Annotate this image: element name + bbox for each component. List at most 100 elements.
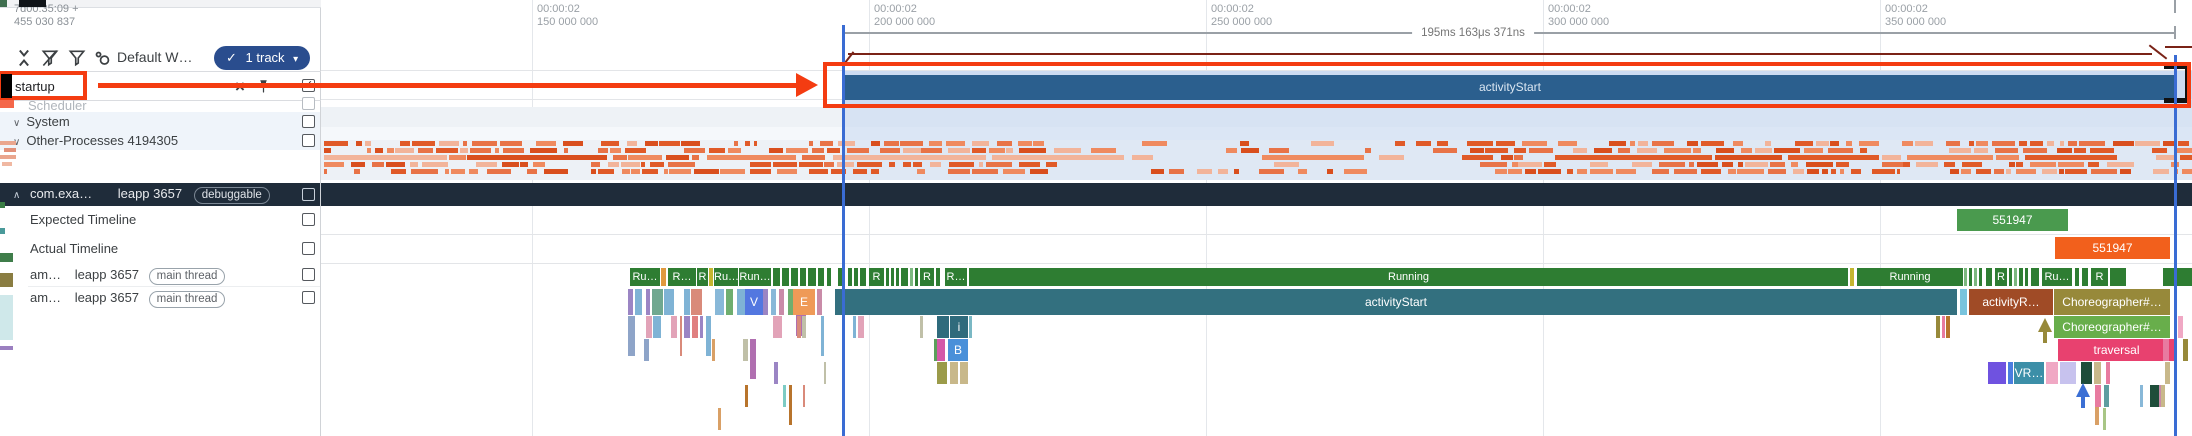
system-checkbox[interactable]	[302, 115, 315, 128]
workspace-label[interactable]: Default W…	[117, 49, 193, 65]
thread-state-slice[interactable]	[2075, 268, 2079, 286]
track-count-pill[interactable]: ✓ 1 track ▾	[214, 46, 311, 70]
trace-slice[interactable]	[960, 362, 968, 384]
slice-v[interactable]: V	[745, 289, 763, 315]
trace-slice[interactable]	[652, 289, 663, 315]
thread-state-slice[interactable]	[709, 268, 713, 286]
thread-state-slice[interactable]	[848, 268, 852, 286]
sidebar-item-scheduler[interactable]: Scheduler	[28, 98, 87, 113]
trace-slice[interactable]	[2103, 408, 2106, 430]
trace-slice[interactable]	[706, 316, 711, 356]
slice-choreographer-[interactable]: Choreographer#…	[2054, 316, 2170, 338]
trace-slice[interactable]	[715, 289, 724, 315]
filter-icon[interactable]	[67, 48, 87, 68]
sidebar-row-other[interactable]	[0, 131, 320, 150]
pin-icon[interactable]	[256, 79, 276, 99]
trace-slice[interactable]	[726, 289, 733, 315]
trace-slice[interactable]	[718, 408, 721, 430]
trace-slice[interactable]	[797, 316, 801, 338]
workspace-icon[interactable]	[93, 49, 113, 69]
trace-slice[interactable]	[950, 362, 958, 384]
thread-state-slice[interactable]	[2110, 268, 2126, 286]
trace-slice[interactable]	[817, 289, 822, 315]
thread-state-slice-running[interactable]: R	[869, 268, 884, 286]
chevron-up-icon[interactable]: ∧	[13, 190, 21, 201]
trace-slice[interactable]	[2046, 362, 2058, 384]
thread-1-checkbox[interactable]	[302, 268, 315, 281]
thread-state-slice[interactable]	[901, 268, 908, 286]
thread-2-checkbox[interactable]	[302, 291, 315, 304]
selection-line-end[interactable]	[2174, 55, 2177, 436]
trace-slice[interactable]	[737, 289, 748, 315]
trace-slice[interactable]	[2095, 385, 2101, 407]
filter-off-icon[interactable]	[40, 48, 60, 68]
panel-divider[interactable]	[320, 8, 321, 436]
trace-slice[interactable]	[2150, 385, 2159, 407]
trace-slice[interactable]	[644, 339, 649, 361]
sidebar-item-expected-timeline[interactable]: Expected Timeline	[30, 212, 137, 227]
trace-slice[interactable]	[1946, 316, 1950, 338]
trace-slice[interactable]	[671, 316, 677, 338]
trace-slice[interactable]	[646, 316, 652, 338]
trace-slice[interactable]	[692, 316, 698, 338]
other-processes-checkbox[interactable]	[302, 134, 315, 147]
thread-state-slice[interactable]	[827, 268, 831, 286]
sidebar-item-process[interactable]: ∧ com.exa… leapp 3657 debuggable	[13, 186, 270, 204]
thread-state-slice-running[interactable]: R	[920, 268, 934, 286]
trace-slice[interactable]	[824, 362, 826, 384]
chevron-down-icon[interactable]: ∨	[13, 137, 21, 148]
thread-state-slice[interactable]	[2014, 268, 2017, 286]
thread-state-slice[interactable]	[1979, 268, 1982, 286]
slice-activitystart[interactable]: activityStart	[835, 289, 1957, 315]
thread-state-slice[interactable]	[791, 268, 798, 286]
thread-state-slice[interactable]	[818, 268, 824, 286]
trace-slice[interactable]	[853, 316, 856, 338]
thread-state-slice-running[interactable]: Run…	[739, 268, 771, 286]
trace-slice[interactable]	[2094, 362, 2101, 384]
sidebar-item-thread-2[interactable]: am… leapp 3657 main thread	[30, 290, 226, 308]
collapse-all-icon[interactable]	[14, 48, 34, 68]
thread-state-slice[interactable]	[896, 268, 899, 286]
thread-state-slice-running[interactable]: R	[1995, 268, 2007, 286]
thread-state-slice-running[interactable]: Ru…	[630, 268, 660, 286]
trace-slice[interactable]	[969, 316, 972, 338]
thread-state-slice-running[interactable]: Running	[1857, 268, 1963, 286]
trace-slice[interactable]	[2106, 362, 2110, 384]
trace-slice[interactable]	[858, 316, 864, 338]
thread-state-slice[interactable]	[886, 268, 889, 286]
thread-state-slice-running[interactable]: R	[697, 268, 708, 286]
thread-state-slice-running[interactable]: Ru…	[2042, 268, 2072, 286]
trace-slice[interactable]	[684, 289, 690, 315]
scheduler-checkbox[interactable]	[302, 97, 315, 110]
slice-vr-[interactable]: VR…	[2014, 362, 2044, 384]
trace-slice[interactable]	[937, 316, 949, 338]
trace-slice[interactable]	[773, 316, 782, 338]
trace-slice[interactable]	[2161, 385, 2165, 407]
trace-slice[interactable]	[2178, 316, 2183, 338]
slice-traversal[interactable]: traversal	[2058, 339, 2175, 361]
thread-state-slice[interactable]	[838, 268, 843, 286]
trace-slice[interactable]	[680, 316, 682, 356]
slice-activityr-[interactable]: activityR…	[1969, 289, 2053, 315]
trace-slice[interactable]	[937, 339, 945, 361]
trace-slice[interactable]	[712, 339, 715, 361]
thread-state-slice[interactable]	[1850, 268, 1854, 286]
slice-e[interactable]: E	[793, 289, 815, 315]
trace-slice[interactable]	[2163, 339, 2169, 361]
thread-state-slice-running[interactable]: Ru…	[714, 268, 738, 286]
trace-slice[interactable]	[2060, 362, 2076, 384]
thread-state-slice[interactable]	[854, 268, 858, 286]
chevron-down-icon[interactable]: ∨	[13, 118, 21, 129]
trace-slice[interactable]	[664, 289, 674, 315]
trace-slice[interactable]	[1936, 316, 1940, 338]
sidebar-row-system[interactable]	[0, 112, 320, 131]
trace-slice[interactable]	[2140, 385, 2143, 407]
trace-slice[interactable]	[635, 289, 642, 315]
thread-state-slice[interactable]	[661, 268, 666, 286]
slice-expected-551947[interactable]: 551947	[1957, 209, 2068, 231]
trace-slice[interactable]	[920, 316, 923, 338]
trace-slice[interactable]	[684, 316, 690, 338]
trace-slice[interactable]	[937, 362, 947, 384]
trace-slice[interactable]	[2165, 362, 2170, 384]
thread-state-slice-running[interactable]: R	[2091, 268, 2108, 286]
